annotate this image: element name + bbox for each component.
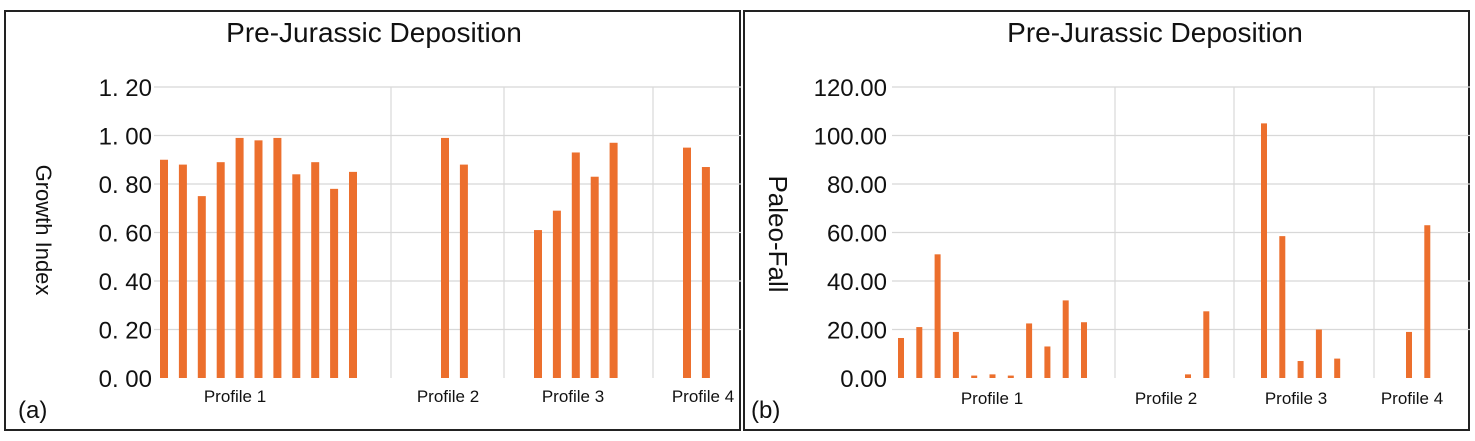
bar-profile-3-4	[590, 176, 599, 378]
y-tick-label: 0. 60	[99, 221, 152, 248]
chart-b-ylabel: Paleo-Fall	[763, 175, 793, 292]
y-tick-label: 0. 00	[99, 366, 152, 393]
bar-profile-4-2	[701, 167, 710, 378]
chart-b-bars	[898, 123, 1431, 378]
chart-a-yticks: 0. 00 0. 20 0. 40 0. 60 0. 80 1. 00 1. 20	[99, 75, 152, 393]
bar-profile-4-1	[1406, 331, 1412, 378]
bar-profile-1-3	[197, 196, 206, 378]
chart-b-title: Pre-Jurassic Deposition	[1007, 17, 1303, 48]
bar-profile-3-3	[1297, 361, 1304, 378]
bar-profile-3-2	[1279, 236, 1286, 378]
x-tick-label: Profile 1	[204, 387, 266, 406]
x-tick-label: Profile 2	[1135, 389, 1197, 408]
bar-profile-1-11	[349, 171, 357, 378]
bar-profile-1-7	[1007, 375, 1014, 378]
bar-profile-3-1	[1261, 123, 1267, 378]
chart-b-gridlines	[892, 86, 1470, 378]
bar-profile-1-8	[1026, 323, 1033, 378]
chart-panel-a: Pre-Jurassic Deposition Growth Index 0. …	[4, 10, 741, 431]
bar-profile-1-4	[952, 331, 959, 378]
y-tick-label: 0. 20	[99, 318, 152, 345]
x-tick-label: Profile 3	[542, 387, 604, 406]
bar-profile-4-1	[683, 147, 691, 378]
bar-profile-1-8	[292, 174, 301, 378]
y-tick-label: 80.00	[827, 172, 887, 199]
bar-profile-2-2	[459, 164, 468, 378]
chart-b-panel-label: (b)	[751, 397, 780, 424]
x-tick-label: Profile 4	[1381, 389, 1443, 408]
bar-profile-2-2	[1203, 311, 1210, 378]
chart-b-xticks: Profile 1 Profile 2 Profile 3 Profile 4	[961, 389, 1443, 408]
bar-profile-1-10	[1062, 300, 1069, 378]
chart-a-bars	[160, 137, 710, 378]
bar-profile-1-5	[971, 375, 978, 378]
bar-profile-1-5	[235, 137, 244, 378]
bar-profile-1-4	[216, 162, 225, 378]
chart-a-xticks: Profile 1 Profile 2 Profile 3 Profile 4	[204, 387, 734, 406]
chart-b-yticks: 0.00 20.00 40.00 60.00 80.00 100.00 120.00	[814, 75, 887, 393]
bar-profile-1-10	[330, 188, 339, 378]
x-tick-label: Profile 3	[1265, 389, 1327, 408]
bar-profile-3-5	[609, 142, 618, 378]
bar-profile-1-7	[273, 137, 282, 378]
chart-a-svg: Pre-Jurassic Deposition Growth Index 0. …	[18, 17, 741, 424]
bar-profile-2-1	[441, 137, 449, 378]
x-tick-label: Profile 2	[417, 387, 479, 406]
y-tick-label: 120.00	[814, 75, 887, 102]
chart-a-title: Pre-Jurassic Deposition	[226, 17, 522, 48]
chart-a-ylabel: Growth Index	[31, 165, 56, 296]
bar-profile-3-2	[552, 210, 561, 378]
bar-profile-3-1	[534, 230, 542, 378]
bar-profile-1-6	[989, 374, 996, 378]
bar-profile-3-3	[571, 152, 580, 378]
chart-b-svg: Pre-Jurassic Deposition Paleo-Fall 0.00 2…	[751, 17, 1470, 424]
y-tick-label: 1. 20	[99, 75, 152, 102]
bar-profile-1-3	[934, 254, 941, 378]
y-tick-label: 60.00	[827, 221, 887, 248]
x-tick-label: Profile 4	[672, 387, 734, 406]
bar-profile-1-1	[898, 337, 904, 378]
bar-profile-1-1	[160, 159, 168, 378]
chart-a-panel-label: (a)	[18, 397, 47, 424]
bar-profile-1-2	[916, 327, 923, 378]
bar-profile-1-2	[178, 164, 187, 378]
y-tick-label: 1. 00	[99, 124, 152, 151]
bar-profile-1-6	[254, 140, 263, 378]
y-tick-label: 0.00	[840, 366, 887, 393]
bar-profile-1-9	[1044, 346, 1051, 378]
bar-profile-4-2	[1424, 225, 1431, 378]
y-tick-label: 0. 40	[99, 269, 152, 296]
bar-profile-2-1	[1185, 374, 1191, 378]
bar-profile-3-4	[1315, 329, 1322, 378]
bar-profile-1-11	[1081, 322, 1087, 378]
bar-profile-1-9	[311, 162, 320, 378]
y-tick-label: 20.00	[827, 318, 887, 345]
y-tick-label: 0. 80	[99, 172, 152, 199]
bar-profile-3-5	[1334, 358, 1341, 378]
y-tick-label: 100.00	[814, 124, 887, 151]
x-tick-label: Profile 1	[961, 389, 1023, 408]
y-tick-label: 40.00	[827, 269, 887, 296]
chart-panel-b: Pre-Jurassic Deposition Paleo-Fall 0.00 2…	[743, 10, 1470, 431]
